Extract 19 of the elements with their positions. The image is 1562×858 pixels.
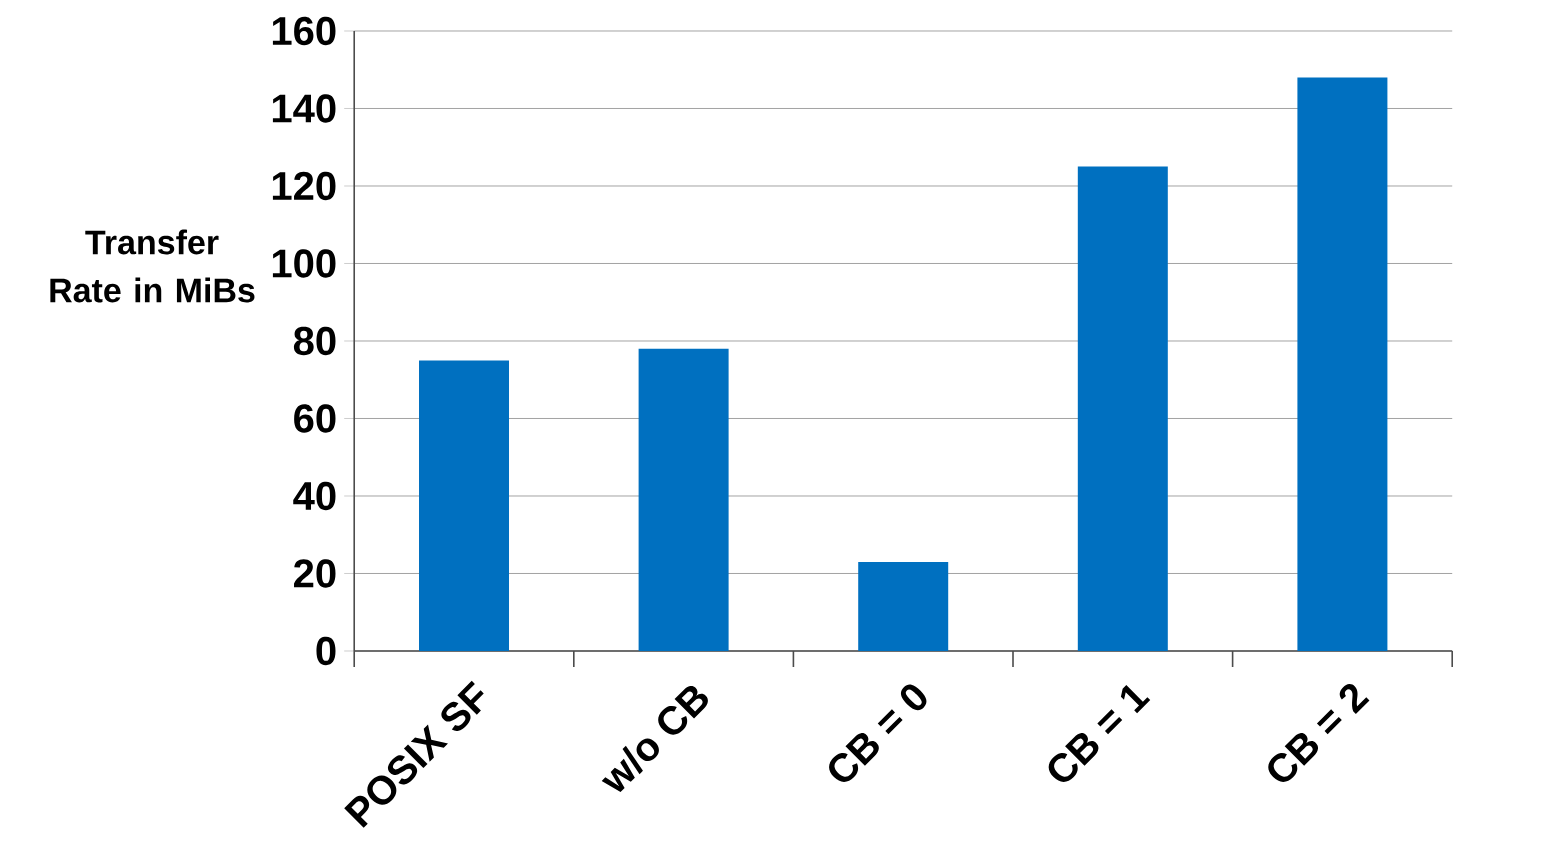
- x-tick-label: CB = 0: [829, 684, 927, 782]
- y-tick-label: 80: [293, 326, 336, 356]
- bar: [638, 348, 729, 651]
- y-tick-label: 140: [272, 94, 336, 123]
- x-tick-label: CB = 2: [1268, 684, 1370, 782]
- y-tick-label: 60: [294, 404, 336, 433]
- y-tick-label: 160: [272, 16, 336, 46]
- bar: [1077, 166, 1168, 651]
- y-tick-label: 120: [272, 171, 336, 201]
- y-axis-title: Transfer Rate in MiBs: [50, 229, 255, 303]
- y-tick-label: 100: [272, 249, 336, 278]
- bar: [419, 360, 510, 651]
- y-tick-label: 0: [316, 636, 336, 666]
- x-tick-label: CB = 1: [1048, 685, 1151, 782]
- x-tick-label: w/o CB: [601, 685, 708, 793]
- y-tick-label: 40: [293, 481, 336, 511]
- y-tick-label: 20: [294, 559, 336, 588]
- bar: [858, 561, 949, 651]
- bar: [1297, 77, 1388, 651]
